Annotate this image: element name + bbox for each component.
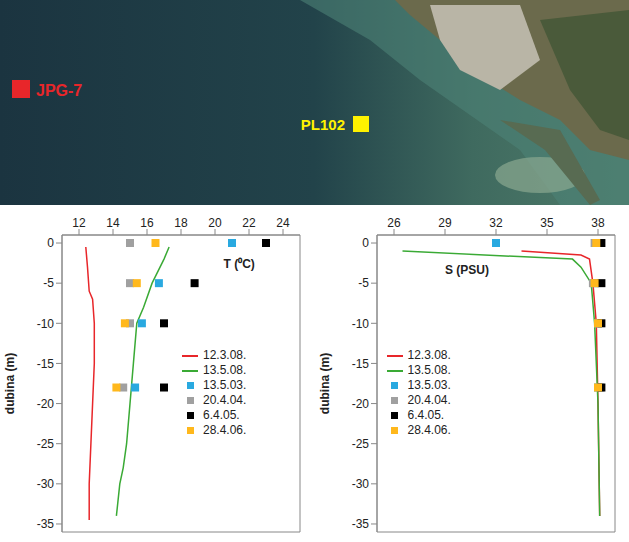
svg-text:-10: -10	[352, 317, 370, 331]
svg-text:-30: -30	[37, 477, 55, 491]
html-text:6.4.05.: 6.4.05.	[203, 407, 240, 422]
svg-text:38: 38	[591, 216, 605, 230]
svg-text:26: 26	[387, 216, 401, 230]
svg-text:0: 0	[362, 236, 369, 250]
svg-text:-25: -25	[37, 437, 55, 451]
svg-text:-10: -10	[37, 317, 55, 331]
html-text:13.5.03.: 13.5.03.	[407, 377, 451, 392]
html-text:12.3.08.: 12.3.08.	[203, 347, 247, 362]
svg-text:-25: -25	[352, 437, 370, 451]
svg-text:PL102: PL102	[301, 116, 345, 133]
html-text:28.4.06.: 28.4.06.	[407, 422, 451, 437]
svg-text:20: 20	[208, 216, 222, 230]
html-text:28.4.06.: 28.4.06.	[203, 422, 247, 437]
svg-text:24: 24	[276, 216, 290, 230]
html-text:20.4.04.: 20.4.04.	[407, 392, 451, 407]
svg-text:0: 0	[47, 236, 54, 250]
svg-text:-20: -20	[37, 397, 55, 411]
svg-text:dubina (m): dubina (m)	[318, 353, 332, 414]
html-text:20.4.04.: 20.4.04.	[203, 392, 247, 407]
html-text:6.4.05.: 6.4.05.	[407, 407, 445, 422]
svg-text:-5: -5	[43, 276, 54, 290]
html-text:13.5.08.: 13.5.08.	[203, 362, 247, 377]
svg-text:18: 18	[174, 216, 188, 230]
html-text:13.5.08.: 13.5.08.	[407, 362, 451, 377]
svg-text:-35: -35	[352, 517, 370, 531]
svg-text:JPG-7: JPG-7	[36, 82, 82, 99]
svg-text:16: 16	[140, 216, 154, 230]
svg-text:-15: -15	[37, 357, 55, 371]
svg-text:35: 35	[540, 216, 554, 230]
html-text:S (PSU): S (PSU)	[445, 263, 489, 278]
svg-text:32: 32	[489, 216, 503, 230]
svg-text:-20: -20	[352, 397, 370, 411]
svg-text:-5: -5	[358, 276, 369, 290]
html-text:T (⁰C): T (⁰C)	[223, 257, 255, 272]
svg-text:22: 22	[242, 216, 256, 230]
svg-text:-15: -15	[352, 357, 370, 371]
svg-text:29: 29	[438, 216, 452, 230]
html-text:13.5.03.: 13.5.03.	[203, 377, 247, 392]
svg-text:12: 12	[72, 216, 86, 230]
svg-text:-35: -35	[37, 517, 55, 531]
svg-text:-30: -30	[352, 477, 370, 491]
html-text:12.3.08.: 12.3.08.	[407, 347, 451, 362]
svg-text:dubina (m): dubina (m)	[3, 353, 17, 414]
svg-text:14: 14	[106, 216, 120, 230]
